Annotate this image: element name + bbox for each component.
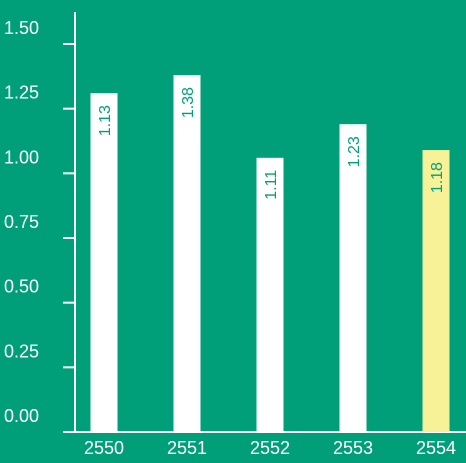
y-tick-label: 1.50: [4, 18, 39, 38]
bar-2554: [422, 150, 450, 432]
bar-value-label: 1.13: [97, 105, 114, 136]
y-axis: 0.00 0.25 0.50 0.75 1.00 1.25 1.50: [4, 12, 76, 433]
bar-value-label: 1.11: [263, 170, 280, 200]
x-tick-label: 2550: [84, 438, 124, 458]
y-tick-label: 0.25: [4, 341, 39, 361]
x-tick-label: 2551: [167, 438, 207, 458]
bar-2553: [339, 124, 367, 432]
bar-value-label: 1.23: [346, 136, 363, 167]
y-tick-label: 1.00: [4, 147, 39, 167]
bar-2550: [90, 93, 118, 432]
y-tick-label: 1.25: [4, 83, 39, 103]
bars: 1.13 1.38 1.11 1.23 1.18: [90, 75, 450, 432]
x-tick-label: 2553: [333, 438, 373, 458]
y-tick-label: 0.75: [4, 212, 39, 232]
bar-2551: [173, 75, 201, 432]
y-tick-label: 0.00: [4, 406, 39, 426]
x-tick-label: 2552: [250, 438, 290, 458]
bar-value-label: 1.18: [429, 162, 446, 193]
x-axis: 2550 2551 2552 2553 2554: [63, 431, 466, 458]
bar-value-label: 1.38: [180, 87, 197, 118]
x-tick-label: 2554: [416, 438, 456, 458]
bar-2552: [256, 157, 284, 432]
y-tick-label: 0.50: [4, 277, 39, 297]
